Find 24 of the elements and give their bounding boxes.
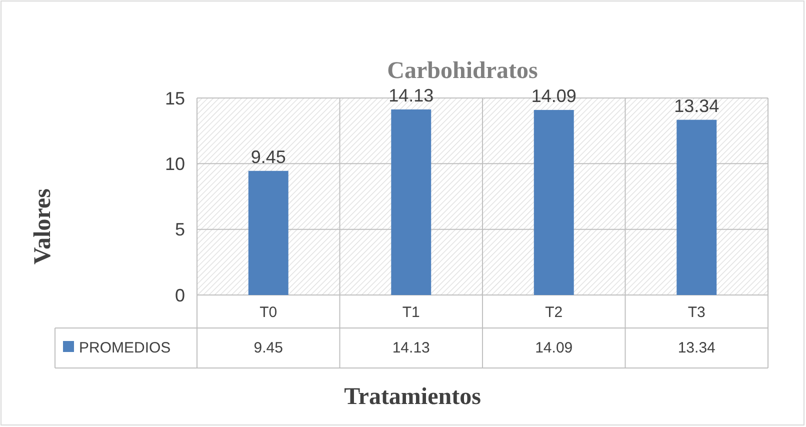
chart-title: Carbohidratos xyxy=(387,58,538,84)
y-tick-label: 0 xyxy=(174,285,185,306)
y-tick-label: 5 xyxy=(174,220,185,240)
data-label: 13.34 xyxy=(674,96,720,116)
data-label: 9.45 xyxy=(250,146,286,167)
text: 9.45 xyxy=(254,339,283,356)
x-tick-label: T2 xyxy=(545,304,563,321)
x-tick-label: T0 xyxy=(260,304,278,321)
x-tick-label: T3 xyxy=(688,304,706,321)
x-axis-title: Tratamientos xyxy=(344,384,481,410)
bar xyxy=(248,170,288,295)
text: 13.34 xyxy=(678,339,716,356)
text: 14.09 xyxy=(535,339,573,356)
y-tick-label: 15 xyxy=(164,88,185,108)
y-axis-title: Valores xyxy=(30,188,56,265)
bar xyxy=(391,109,432,295)
bar xyxy=(676,120,717,295)
x-tick-label: T1 xyxy=(402,304,420,321)
legend-label: PROMEDIOS xyxy=(79,339,171,356)
data-label: 14.09 xyxy=(531,86,576,106)
data-label: 14.13 xyxy=(388,85,434,106)
bar xyxy=(534,110,574,295)
text: 14.13 xyxy=(392,339,430,356)
y-tick-label: 10 xyxy=(164,154,185,174)
